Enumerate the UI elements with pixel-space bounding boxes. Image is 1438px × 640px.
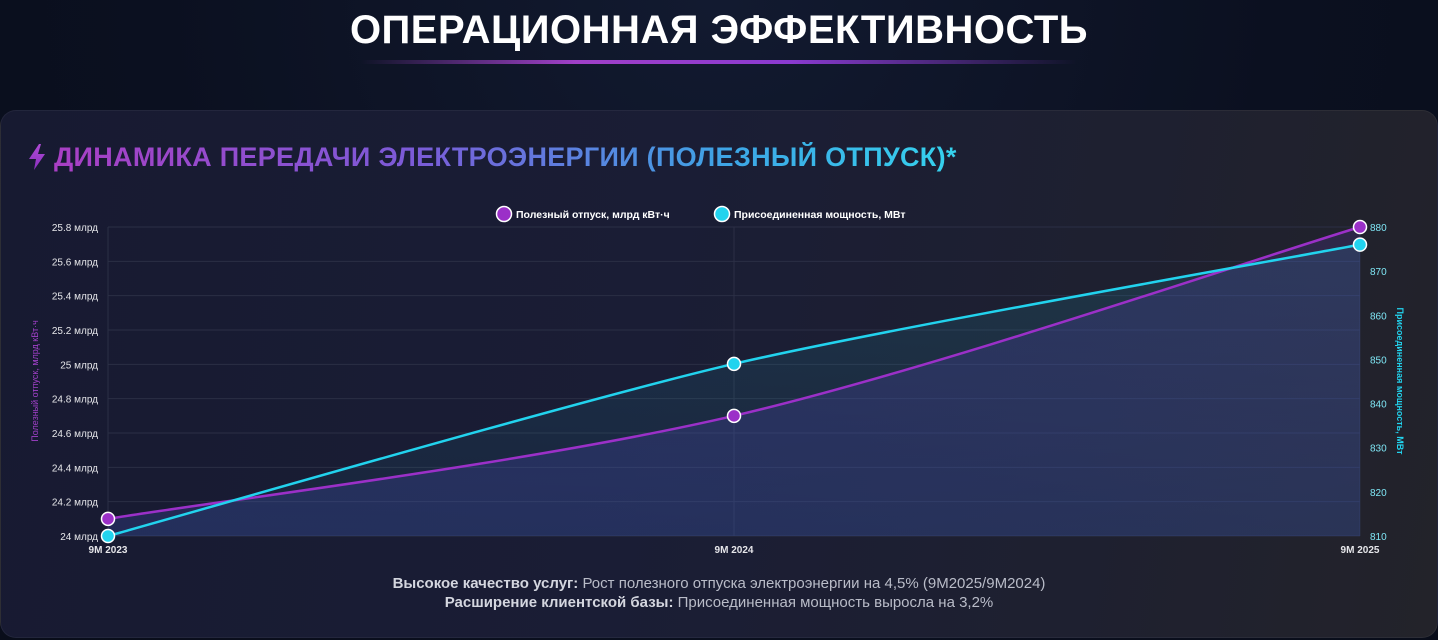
y-right-tick-label: 810 [1370, 532, 1387, 543]
legend-item-series-2[interactable]: Присоединенная мощность, МВт [713, 205, 906, 223]
series-2-point [100, 528, 116, 544]
y-left-tick-label: 24 млрд [60, 532, 98, 543]
lightning-icon [29, 144, 45, 170]
series-1-point [1352, 219, 1368, 235]
title-underline [360, 60, 1078, 64]
y-right-tick-label: 820 [1370, 488, 1387, 499]
y-right-tick-label: 840 [1370, 400, 1387, 411]
legend-item-series-2-label: Присоединенная мощность, МВт [734, 209, 906, 221]
y-left-tick-label: 24.6 млрд [52, 429, 98, 440]
y-left-tick-label: 25.6 млрд [52, 257, 98, 268]
series-2-point [1352, 237, 1368, 252]
series-2-point [726, 356, 742, 372]
y-left-tick-label: 24.4 млрд [52, 463, 98, 474]
y-right-tick-label: 860 [1370, 311, 1387, 322]
x-tick-label: 9M 2023 [89, 545, 128, 556]
y-left-tick-label: 25.8 млрд [52, 223, 98, 234]
y-left-axis-title: Полезный отпуск, млрд кВт·ч [30, 320, 40, 442]
y-right-tick-label: 870 [1370, 267, 1387, 278]
area-layer [108, 227, 1360, 536]
point-layer [100, 219, 1368, 544]
legend-item-series-2-swatch [713, 205, 731, 223]
card-title: ДИНАМИКА ПЕРЕДАЧИ ЭЛЕКТРОЭНЕРГИИ (ПОЛЕЗН… [26, 140, 957, 174]
tick-layer: 24 млрд 24.2 млрд 24.4 млрд 24.6 млрд 24.8 м… [30, 223, 1405, 556]
y-right-tick-label: 850 [1370, 355, 1387, 366]
legend-item-series-1-label: Полезный отпуск, млрд кВт·ч [516, 209, 670, 221]
y-left-tick-label: 24.2 млрд [52, 498, 98, 509]
footnote-clients: Расширение клиентской базы: Присоединенн… [0, 594, 1438, 611]
legend-item-series-1-swatch [495, 205, 513, 223]
y-left-tick-label: 25.4 млрд [52, 292, 98, 303]
x-tick-label: 9M 2025 [1341, 545, 1380, 556]
footnote-quality-label: Высокое качество услуг: [392, 575, 579, 592]
y-left-tick-label: 25 млрд [60, 360, 98, 371]
footnote-quality-text: Рост полезного отпуска электроэнергии на… [578, 575, 1046, 592]
series-1-point [100, 511, 116, 527]
y-left-tick-label: 25.2 млрд [52, 326, 98, 337]
legend[interactable]: Полезный отпуск, млрд кВт·ч Присоединенна… [495, 205, 906, 223]
y-left-tick-label: 24.8 млрд [52, 395, 98, 406]
y-right-tick-label: 830 [1370, 444, 1387, 455]
y-right-tick-label: 880 [1370, 223, 1387, 234]
series-1-area [108, 227, 1360, 536]
legend-item-series-1[interactable]: Полезный отпуск, млрд кВт·ч [495, 205, 670, 223]
card-title-text: ДИНАМИКА ПЕРЕДАЧИ ЭЛЕКТРОЭНЕРГИИ (ПОЛЕЗН… [54, 141, 957, 172]
footnote-clients-text: Присоединенная мощность выросла на 3,2% [673, 594, 994, 611]
x-tick-label: 9M 2024 [715, 545, 754, 556]
footnote-quality: Высокое качество услуг: Рост полезного о… [0, 575, 1438, 592]
footnote-clients-label: Расширение клиентской базы: [444, 594, 674, 611]
series-1-point [726, 408, 742, 424]
page-title: ОПЕРАЦИОННАЯ ЭФФЕКТИВНОСТЬ [349, 8, 1089, 52]
y-right-axis-title: Присоединенная мощность, МВт [1395, 307, 1405, 455]
